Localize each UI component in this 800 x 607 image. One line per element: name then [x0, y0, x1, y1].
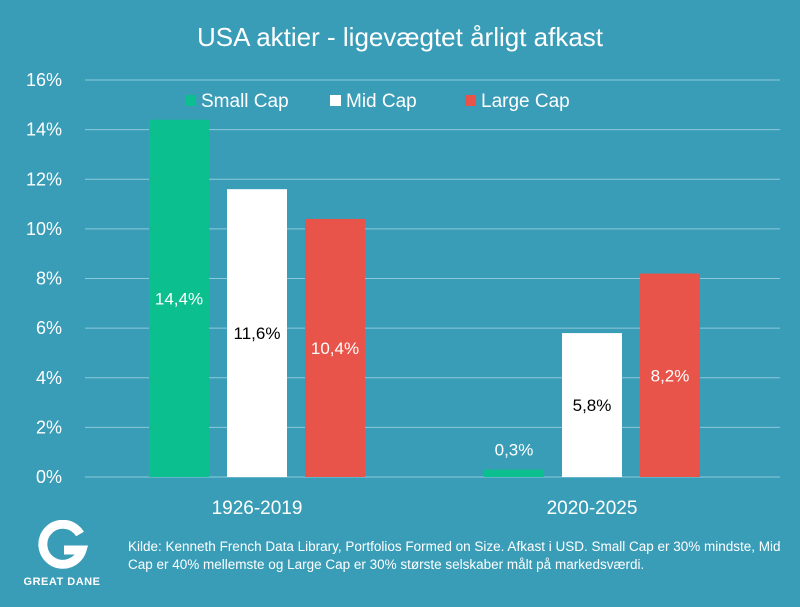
legend-swatch — [185, 95, 196, 106]
great-dane-logo: GREAT DANE — [22, 520, 102, 590]
legend-swatch — [330, 95, 341, 106]
y-tick-label: 2% — [36, 417, 62, 437]
bar-small-cap — [149, 119, 209, 477]
data-label: 14,4% — [155, 289, 203, 308]
bar-mid-cap — [562, 333, 622, 477]
bar-large-cap — [305, 218, 365, 477]
y-tick-label: 12% — [26, 169, 62, 189]
source-note: Kilde: Kenneth French Data Library, Port… — [128, 539, 781, 572]
y-tick-label: 0% — [36, 467, 62, 487]
bar-large-cap — [640, 273, 700, 477]
y-tick-label: 8% — [36, 269, 62, 289]
bar-mid-cap — [227, 189, 287, 478]
y-tick-label: 6% — [36, 318, 62, 338]
logo-name: GREAT DANE — [23, 576, 101, 588]
y-tick-label: 4% — [36, 368, 62, 388]
legend-label: Mid Cap — [346, 91, 417, 112]
legend-swatch — [465, 95, 476, 106]
chart-title: USA aktier - ligevægtet årligt afkast — [197, 22, 604, 52]
x-category-label: 1926-2019 — [212, 498, 303, 519]
y-tick-label: 14% — [26, 120, 62, 140]
legend-label: Large Cap — [481, 91, 570, 112]
data-label: 0,3% — [495, 441, 534, 460]
data-label: 11,6% — [234, 324, 281, 343]
data-label: 10,4% — [311, 339, 359, 358]
legend-label: Small Cap — [201, 91, 289, 112]
y-tick-label: 16% — [26, 70, 62, 90]
g-logo-icon — [38, 520, 88, 569]
data-label: 8,2% — [651, 366, 690, 385]
data-label: 5,8% — [573, 396, 612, 415]
y-tick-label: 10% — [26, 219, 62, 239]
bar-small-cap — [484, 469, 544, 477]
x-category-label: 2020-2025 — [547, 498, 638, 519]
